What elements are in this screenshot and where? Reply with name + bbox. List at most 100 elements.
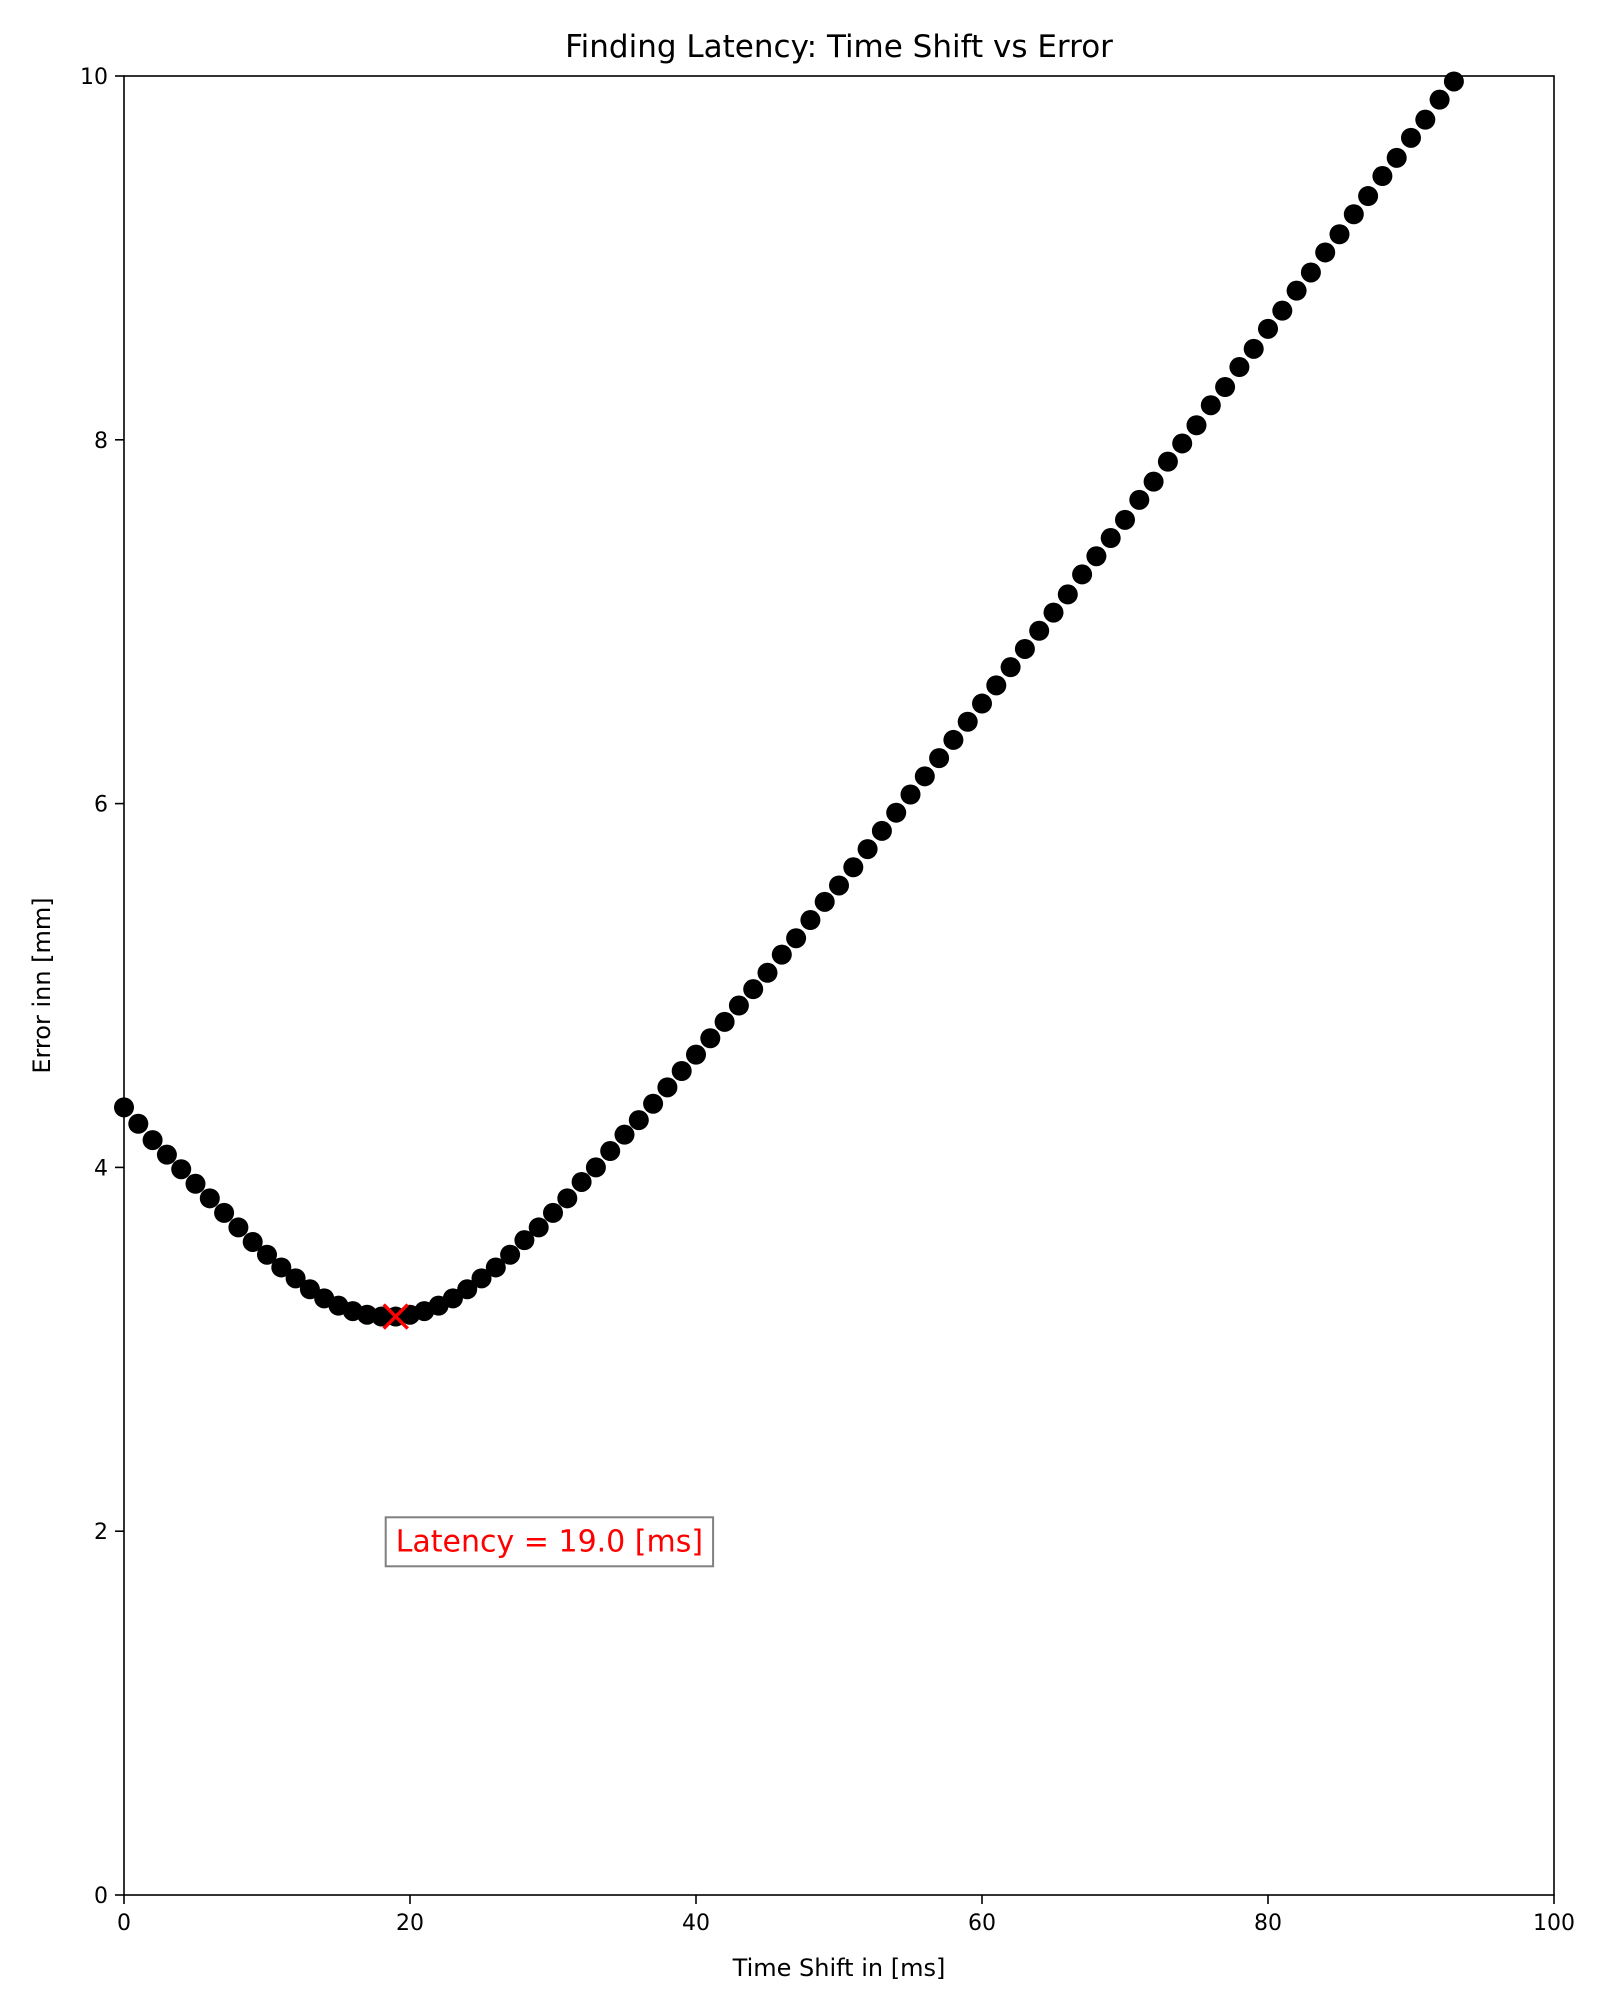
data-point <box>1229 357 1250 378</box>
data-point <box>771 944 792 965</box>
data-point <box>442 1288 463 1309</box>
data-point <box>843 857 864 878</box>
highlight-x-stroke <box>382 1303 409 1330</box>
data-point <box>986 675 1007 696</box>
data-point <box>1143 471 1164 492</box>
data-point <box>1343 204 1364 225</box>
data-point <box>299 1279 320 1300</box>
data-point <box>1157 451 1178 472</box>
data-point <box>1115 509 1135 530</box>
data-point <box>628 1110 649 1131</box>
data-point <box>1072 564 1093 585</box>
x-tick-label: 100 <box>1533 1911 1575 1936</box>
data-point <box>156 1144 177 1165</box>
data-point <box>285 1268 306 1289</box>
data-point <box>857 839 878 860</box>
data-point <box>929 748 950 769</box>
data-point <box>557 1188 578 1209</box>
x-tick-label: 40 <box>682 1911 710 1936</box>
data-point <box>1272 300 1293 321</box>
data-point <box>972 693 992 714</box>
data-point <box>1286 280 1307 301</box>
data-point <box>1186 415 1207 436</box>
data-point <box>943 729 964 750</box>
y-tick-label: 0 <box>94 1884 108 1909</box>
latency-marker <box>382 1303 409 1330</box>
data-point <box>1443 71 1464 92</box>
chart-title: Finding Latency: Time Shift vs Error <box>565 29 1113 65</box>
data-point <box>1215 377 1236 398</box>
data-point <box>786 928 807 949</box>
x-axis-title: Time Shift in [ms] <box>732 1954 946 1982</box>
data-point <box>686 1044 706 1065</box>
data-point <box>1100 528 1121 549</box>
data-point <box>1358 186 1379 207</box>
x-tick-label: 20 <box>396 1911 424 1936</box>
data-point <box>643 1093 664 1114</box>
data-point <box>900 784 921 805</box>
data-point <box>1129 489 1150 510</box>
data-point <box>1029 620 1050 641</box>
data-point <box>257 1244 277 1265</box>
x-tick-label: 60 <box>968 1911 996 1936</box>
data-point <box>1172 433 1193 454</box>
data-point <box>671 1060 692 1081</box>
data-point <box>1329 224 1350 245</box>
x-tick-label: 0 <box>117 1911 131 1936</box>
y-tick-label: 4 <box>94 1156 108 1181</box>
data-point <box>886 802 907 823</box>
data-point <box>1415 109 1436 130</box>
data-point <box>500 1244 521 1265</box>
data-point <box>814 891 835 912</box>
data-points <box>114 71 1464 1327</box>
data-point <box>471 1268 492 1289</box>
annotation-text: Latency = 19.0 [ms] <box>396 1524 703 1559</box>
y-tick-label: 6 <box>94 793 108 818</box>
data-point <box>1086 546 1107 567</box>
data-point <box>271 1257 292 1278</box>
data-point <box>242 1231 263 1252</box>
data-point <box>171 1159 192 1180</box>
data-point <box>199 1188 220 1209</box>
data-point <box>528 1217 549 1238</box>
data-point <box>1372 166 1393 187</box>
data-point <box>914 766 935 787</box>
data-point <box>485 1257 506 1278</box>
data-point <box>800 910 821 931</box>
data-point <box>1258 318 1278 339</box>
y-tick-label: 8 <box>94 429 108 454</box>
data-point <box>142 1130 163 1151</box>
data-point <box>1300 262 1321 283</box>
data-point <box>214 1202 235 1223</box>
data-point <box>871 820 892 841</box>
data-point <box>571 1171 592 1192</box>
data-point <box>700 1028 721 1049</box>
data-point <box>543 1202 563 1223</box>
data-point <box>600 1141 621 1162</box>
data-point <box>1401 127 1421 148</box>
y-tick-label: 10 <box>80 65 108 90</box>
data-point <box>228 1217 249 1238</box>
data-point <box>657 1077 678 1098</box>
data-point <box>185 1173 206 1194</box>
latency-annotation: Latency = 19.0 [ms] <box>384 1516 715 1568</box>
data-point <box>585 1157 606 1178</box>
data-point <box>1386 147 1407 168</box>
x-tick-label: 80 <box>1254 1911 1282 1936</box>
data-point <box>1429 89 1450 110</box>
data-point <box>757 962 778 983</box>
data-point <box>743 979 764 1000</box>
y-tick-label: 2 <box>94 1520 108 1545</box>
data-point <box>457 1279 478 1300</box>
data-point <box>728 995 749 1016</box>
axis-ticks: 0 20 40 60 80 100 0 2 4 6 8 10 <box>80 65 1575 1936</box>
data-point <box>514 1230 535 1251</box>
data-point <box>714 1011 735 1032</box>
data-point <box>614 1124 635 1145</box>
data-point <box>829 875 849 896</box>
data-point <box>1243 338 1264 359</box>
y-axis-title: Error inn [mm] <box>28 897 56 1073</box>
data-point <box>1057 584 1078 605</box>
data-point <box>371 1306 392 1327</box>
